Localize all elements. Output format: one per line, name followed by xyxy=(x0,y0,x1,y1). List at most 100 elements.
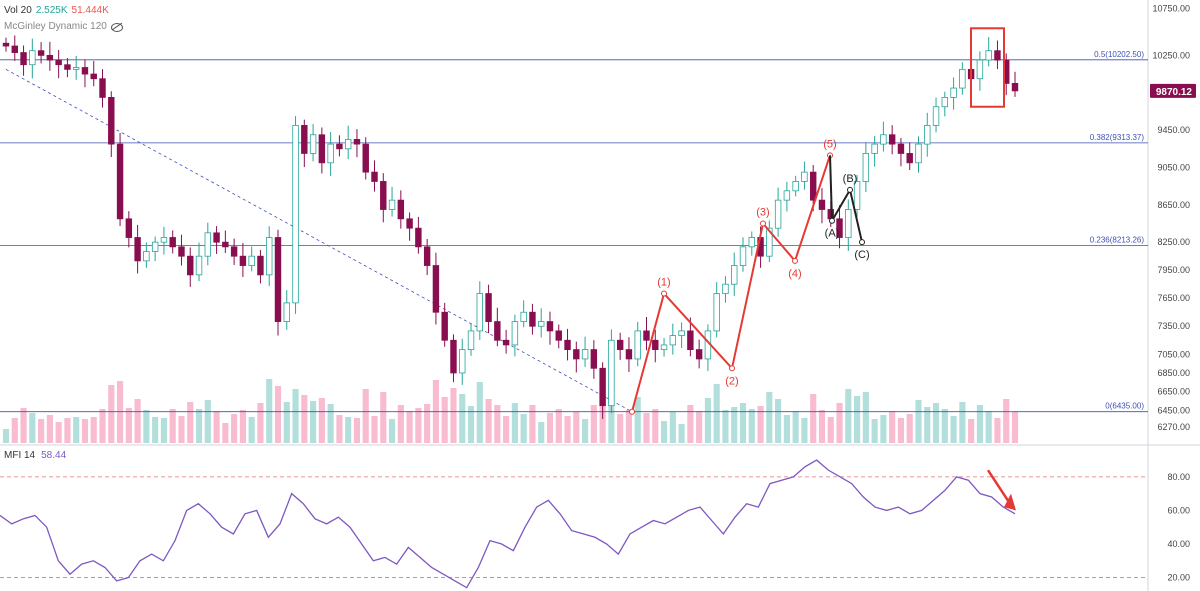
volume-bar xyxy=(862,392,869,443)
candle-body xyxy=(581,349,589,360)
candle-body xyxy=(739,246,747,266)
candle-body xyxy=(20,52,27,66)
trend-line xyxy=(5,69,633,413)
candle-body xyxy=(353,139,361,145)
volume-bar xyxy=(871,419,878,443)
volume-bar xyxy=(827,417,834,443)
price-tick-label: 9050.00 xyxy=(1157,162,1190,172)
volume-bar xyxy=(327,404,334,443)
volume-bar xyxy=(415,408,422,443)
volume-value-1: 2.525K xyxy=(35,5,68,16)
volume-bar xyxy=(731,407,738,443)
volume-bar xyxy=(722,410,729,443)
candle-body xyxy=(625,349,633,360)
volume-bar xyxy=(836,403,843,443)
candle-body xyxy=(143,251,150,262)
volume-bar xyxy=(204,400,211,443)
candle-body xyxy=(266,237,273,276)
volume-bar xyxy=(643,413,650,443)
volume-bar xyxy=(845,389,852,443)
volume-bar xyxy=(573,412,580,443)
volume-bar xyxy=(897,418,905,443)
candle-body xyxy=(634,330,641,360)
candle-body xyxy=(792,181,799,192)
volume-bar xyxy=(950,416,957,443)
volume-bar xyxy=(520,414,527,443)
candle-body xyxy=(1011,82,1019,92)
candle-body xyxy=(108,97,115,145)
mfi-pane: 80.00 60.00 40.00 20.00 xyxy=(0,459,1190,589)
volume-bar xyxy=(73,417,80,443)
volume-bar xyxy=(160,418,168,443)
volume-bar xyxy=(239,410,246,443)
volume-bar xyxy=(213,411,220,443)
candle-body xyxy=(538,321,545,327)
candle-body xyxy=(90,73,97,80)
wave-label: (B) xyxy=(843,173,858,185)
volume-bar xyxy=(353,418,361,443)
volume-bar xyxy=(669,412,676,443)
volume-bar xyxy=(274,386,282,443)
impulse-wave-line xyxy=(631,155,831,412)
volume-bar xyxy=(792,411,799,443)
volume-bar xyxy=(1011,412,1019,443)
candle-body xyxy=(292,125,299,304)
candle-body xyxy=(467,330,475,350)
candle-body xyxy=(818,199,826,210)
volume-bar xyxy=(968,419,975,443)
candle-body xyxy=(450,339,457,374)
volume-bar xyxy=(924,407,931,443)
volume-bar xyxy=(590,405,597,443)
candle-body xyxy=(520,311,527,322)
fib-level-label: 0(6435.00) xyxy=(1105,402,1144,411)
volume-bar xyxy=(20,408,27,443)
mfi-tick-label: 80.00 xyxy=(1167,472,1190,482)
candle-body xyxy=(397,199,405,220)
candle-body xyxy=(722,283,729,294)
candle-body xyxy=(494,321,501,341)
volume-bar xyxy=(152,417,159,443)
candle-body xyxy=(915,143,922,164)
volume-bar xyxy=(757,406,764,443)
mfi-tick-label: 60.00 xyxy=(1167,505,1190,515)
volume-bar xyxy=(231,414,238,443)
wave-point xyxy=(760,220,766,227)
candle-body xyxy=(432,265,440,313)
wave-point xyxy=(859,239,865,246)
price-tick-label: 6270.00 xyxy=(1157,422,1190,432)
candle-body xyxy=(880,134,887,145)
volume-bar xyxy=(608,388,615,443)
price-axis-bg xyxy=(1148,0,1200,591)
candle-body xyxy=(853,181,861,210)
volume-bar xyxy=(994,418,1001,443)
volume-bar xyxy=(766,392,773,443)
candle-body xyxy=(976,59,984,80)
candle-body xyxy=(529,311,536,327)
candle-body xyxy=(766,227,773,257)
candle-body xyxy=(309,134,317,154)
volume-bar xyxy=(880,415,887,443)
price-tick-label: 6850.00 xyxy=(1157,368,1190,378)
candle-body xyxy=(888,134,896,145)
volume-bar xyxy=(617,414,624,443)
volume-bar xyxy=(582,419,589,443)
candle-body xyxy=(248,255,255,266)
candle-body xyxy=(599,367,606,407)
candle-body xyxy=(573,349,580,360)
candle-body xyxy=(941,97,949,108)
volume-bar xyxy=(801,418,808,443)
volume-bar xyxy=(388,419,396,443)
hide-eye-icon[interactable] xyxy=(110,22,123,32)
candle-body xyxy=(230,246,238,257)
volume-bar xyxy=(38,419,45,443)
volume-bar xyxy=(99,409,106,443)
volume-bar xyxy=(775,399,782,443)
volume-bar xyxy=(538,422,545,443)
candle-body xyxy=(836,218,843,238)
volume-bar xyxy=(266,379,273,443)
trend-arrow-head xyxy=(1004,493,1016,511)
wave-point xyxy=(729,365,735,372)
candle-body xyxy=(134,237,141,262)
volume-label: Vol 20 xyxy=(4,5,32,16)
